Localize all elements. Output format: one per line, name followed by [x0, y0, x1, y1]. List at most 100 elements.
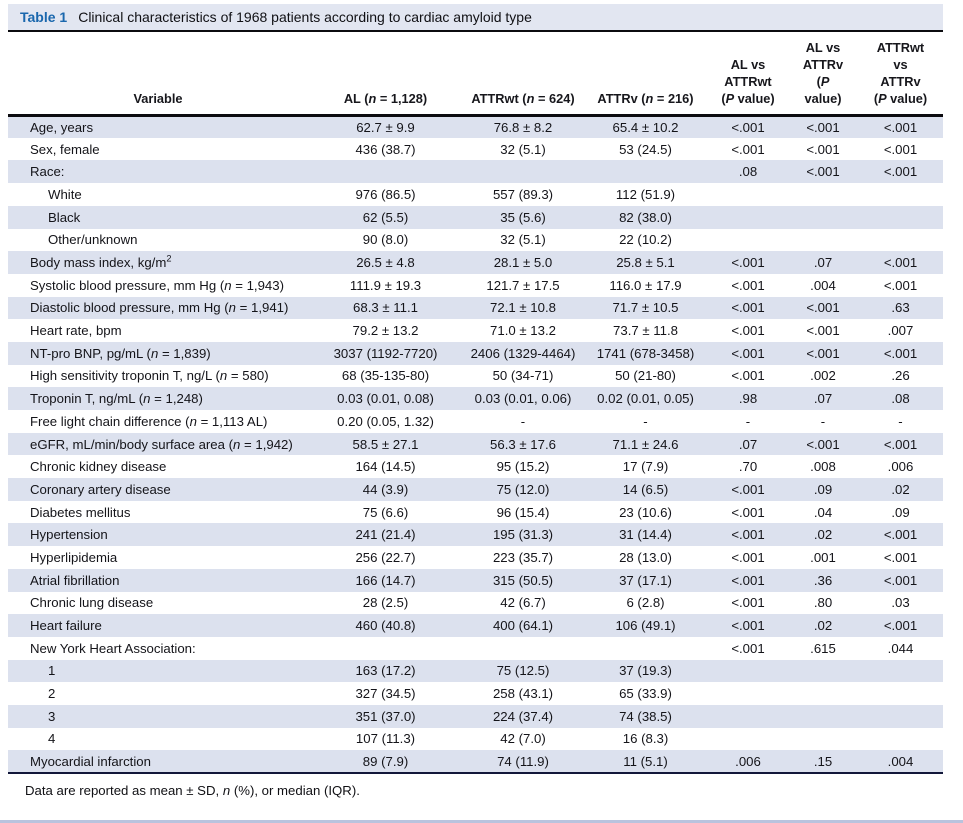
table-row: Race: .08 <.001 <.001	[8, 160, 943, 184]
cell-attrwt: 75 (12.0)	[463, 478, 583, 501]
table-row: Black 62 (5.5) 35 (5.6) 82 (38.0)	[8, 205, 943, 229]
cell-p-al-vs-attrwt: <.001	[731, 368, 765, 384]
cell-p-al-vs-attrwt: <.001	[731, 141, 765, 157]
cell-p-al-vs-attrwt: <.001	[708, 251, 788, 274]
cell-al: 68 (35-135-80)	[341, 368, 430, 384]
table-row: Hypertension 241 (21.4) 195 (31.3) 31 (1…	[8, 523, 943, 547]
cell-variable: Body mass index, kg/m2	[8, 251, 308, 274]
cell-attrwt: 315 (50.5)	[463, 568, 583, 592]
cell-attrv	[583, 160, 708, 184]
col-header-p-al-vs-attrv: AL vs ATTRv (P value)	[788, 32, 858, 117]
cell-p-al-vs-attrwt	[708, 229, 788, 252]
cell-attrv: 116.0 ± 17.9	[609, 277, 682, 293]
cell-p-al-vs-attrwt: <.001	[708, 523, 788, 547]
cell-attrv: 14 (6.5)	[583, 478, 708, 501]
cell-variable: High sensitivity troponin T, ng/L (n = 5…	[30, 368, 269, 384]
cell-p-attrwt-vs-attrv: <.001	[858, 251, 943, 274]
table-row: Troponin T, ng/mL (n = 1,248) 0.03 (0.01…	[8, 387, 943, 410]
col-header-p-al-vs-attrwt: AL vs ATTRwt (P value)	[708, 32, 788, 117]
cell-p-al-vs-attrv	[788, 659, 858, 683]
cell-variable: Black	[8, 205, 308, 229]
cell-p-al-vs-attrv: <.001	[806, 323, 840, 339]
cell-p-attrwt-vs-attrv: <.001	[858, 160, 943, 184]
cell-variable: Diabetes mellitus	[30, 504, 131, 520]
table-row: Myocardial infarction 89 (7.9) 74 (11.9)…	[8, 750, 943, 774]
cell-variable: Heart failure	[8, 614, 308, 637]
cell-p-al-vs-attrv	[788, 229, 858, 252]
cell-p-attrwt-vs-attrv	[858, 728, 943, 751]
cell-p-al-vs-attrwt: <.001	[731, 640, 765, 656]
cell-p-al-vs-attrwt: .08	[708, 160, 788, 184]
cell-attrv: 17 (7.9)	[622, 459, 669, 475]
table-row: Atrial fibrillation 166 (14.7) 315 (50.5…	[8, 568, 943, 592]
cell-p-al-vs-attrv: .008	[810, 459, 836, 475]
cell-attrv: 25.8 ± 5.1	[583, 251, 708, 274]
cell-p-attrwt-vs-attrv: .08	[858, 387, 943, 410]
cell-p-al-vs-attrv: <.001	[788, 341, 858, 365]
col-header-attrwt: ATTRwt (n = 624)	[463, 32, 583, 117]
cell-attrwt: 2406 (1329-4464)	[463, 341, 583, 365]
cell-al: 58.5 ± 27.1	[308, 432, 463, 456]
cell-p-al-vs-attrwt: <.001	[708, 115, 788, 138]
table-header: Variable AL (n = 1,128) ATTRwt (n = 624)…	[8, 32, 943, 117]
cell-p-al-vs-attrwt: .006	[708, 750, 788, 774]
col-header-attrv: ATTRv (n = 216)	[583, 32, 708, 117]
cell-p-al-vs-attrv: .004	[810, 277, 836, 293]
cell-al: 79.2 ± 13.2	[352, 323, 419, 339]
cell-variable: Hyperlipidemia	[30, 549, 118, 565]
cell-attrv: 65.4 ± 10.2	[583, 115, 708, 138]
cell-attrv: 106 (49.1)	[583, 614, 708, 637]
cell-al: 460 (40.8)	[308, 614, 463, 637]
cell-p-attrwt-vs-attrv: .63	[858, 296, 943, 320]
cell-p-attrwt-vs-attrv	[858, 205, 943, 229]
table-row: 4 107 (11.3) 42 (7.0) 16 (8.3)	[8, 728, 943, 751]
table-row: New York Heart Association: <.001 .615 .…	[8, 637, 943, 660]
cell-attrwt: 35 (5.6)	[463, 205, 583, 229]
cell-p-attrwt-vs-attrv: .006	[887, 459, 914, 475]
cell-p-attrwt-vs-attrv: <.001	[883, 277, 918, 293]
cell-attrwt: 258 (43.1)	[492, 686, 554, 702]
cell-p-al-vs-attrv: <.001	[806, 141, 840, 157]
table-row: Chronic kidney disease 164 (14.5) 95 (15…	[8, 455, 943, 478]
cell-p-al-vs-attrwt: <.001	[708, 568, 788, 592]
cell-variable: NT-pro BNP, pg/mL (n = 1,839)	[8, 341, 308, 365]
cell-attrv: 74 (38.5)	[583, 704, 708, 728]
cell-p-attrwt-vs-attrv	[858, 183, 943, 206]
cell-p-al-vs-attrwt	[708, 659, 788, 683]
table-row: Other/unknown 90 (8.0) 32 (5.1) 22 (10.2…	[8, 229, 943, 252]
cell-attrv: 112 (51.9)	[615, 186, 676, 202]
cell-p-attrwt-vs-attrv: -	[898, 413, 903, 429]
cell-variable: 4	[48, 731, 56, 747]
cell-al: 164 (14.5)	[355, 459, 416, 475]
cell-attrv: 37 (17.1)	[583, 568, 708, 592]
table-caption: Table 1 Clinical characteristics of 1968…	[8, 4, 943, 32]
cell-p-al-vs-attrv: .02	[788, 614, 858, 637]
cell-attrwt: 224 (37.4)	[463, 704, 583, 728]
cell-al: 327 (34.5)	[355, 686, 416, 702]
cell-attrwt	[463, 160, 583, 184]
cell-variable: New York Heart Association:	[30, 640, 196, 656]
cell-variable: eGFR, mL/min/body surface area (n = 1,94…	[8, 432, 308, 456]
cell-variable: 2	[48, 686, 56, 702]
cell-variable: Heart rate, bpm	[30, 323, 122, 339]
cell-p-attrwt-vs-attrv: .007	[887, 323, 914, 339]
cell-p-al-vs-attrwt: <.001	[731, 595, 765, 611]
cell-attrwt: 400 (64.1)	[463, 614, 583, 637]
cell-p-al-vs-attrv	[788, 682, 858, 705]
table-row: Chronic lung disease 28 (2.5) 42 (6.7) 6…	[8, 592, 943, 615]
cell-al: 351 (37.0)	[308, 704, 463, 728]
cell-al: 28 (2.5)	[362, 595, 409, 611]
table-row: Free light chain difference (n = 1,113 A…	[8, 410, 943, 433]
cell-al: 3037 (1192-7720)	[308, 341, 463, 365]
cell-variable: Free light chain difference (n = 1,113 A…	[30, 413, 268, 429]
col-header-al: AL (n = 1,128)	[308, 32, 463, 117]
cell-attrv: 71.7 ± 10.5	[583, 296, 708, 320]
cell-al: 436 (38.7)	[355, 141, 416, 157]
cell-al: 0.03 (0.01, 0.08)	[308, 387, 463, 410]
cell-variable: Age, years	[8, 115, 308, 138]
cell-p-attrwt-vs-attrv: <.001	[858, 432, 943, 456]
cell-p-al-vs-attrv: <.001	[788, 296, 858, 320]
cell-attrv: 22 (10.2)	[619, 232, 672, 248]
cell-al: 44 (3.9)	[308, 478, 463, 501]
cell-attrv: 11 (5.1)	[583, 750, 708, 774]
